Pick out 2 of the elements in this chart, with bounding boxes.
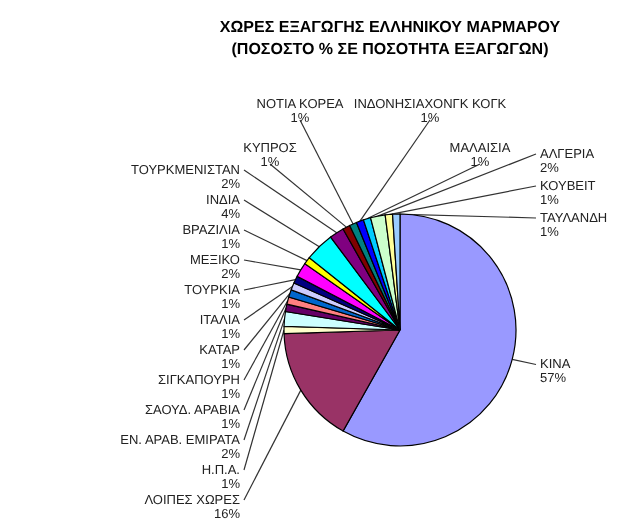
chart-title: ΧΩΡΕΣ ΕΞΑΓΩΓΗΣ ΕΛΛΗΝΙΚΟΥ ΜΑΡΜΑΡΟΥ xyxy=(219,18,562,36)
chart-subtitle: (ΠΟΣΟΣΤΟ % ΣΕ ΠΟΣΟΤΗΤΑ ΕΞΑΓΩΓΩΝ) xyxy=(231,40,550,58)
